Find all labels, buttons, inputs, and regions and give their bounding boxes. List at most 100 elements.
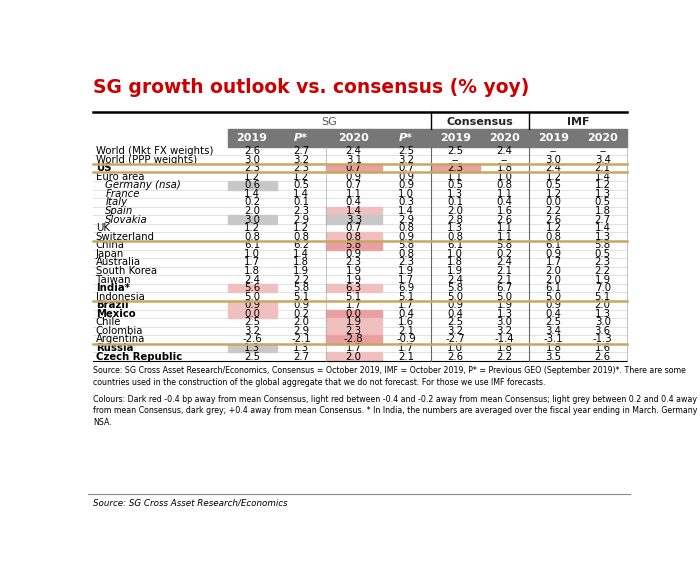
- Text: 2.6: 2.6: [545, 215, 561, 224]
- Text: 2020: 2020: [489, 133, 520, 143]
- Text: 0.9: 0.9: [447, 300, 463, 310]
- Text: 1.9: 1.9: [496, 300, 512, 310]
- Text: 1.3: 1.3: [447, 189, 463, 199]
- Text: -1.3: -1.3: [593, 335, 612, 344]
- Text: 2.6: 2.6: [244, 146, 260, 156]
- Text: 5.8: 5.8: [346, 240, 362, 250]
- Text: 2.0: 2.0: [545, 266, 561, 276]
- Text: 3.5: 3.5: [545, 352, 561, 361]
- Text: 0.9: 0.9: [346, 249, 362, 259]
- Text: NSA.: NSA.: [93, 417, 112, 427]
- Text: 5.8: 5.8: [293, 283, 309, 293]
- Text: 1.9: 1.9: [398, 266, 414, 276]
- Text: 0.1: 0.1: [447, 198, 463, 207]
- Text: 5.0: 5.0: [447, 292, 463, 301]
- Text: 1.4: 1.4: [293, 249, 309, 259]
- Text: 1.7: 1.7: [398, 275, 414, 284]
- Text: Japan: Japan: [96, 249, 124, 259]
- Text: 2.6: 2.6: [447, 352, 463, 361]
- Text: 0.9: 0.9: [398, 232, 414, 242]
- Text: 1.4: 1.4: [398, 206, 414, 216]
- Text: 1.9: 1.9: [293, 266, 309, 276]
- Text: 0.5: 0.5: [595, 249, 611, 259]
- Text: 1.7: 1.7: [346, 343, 362, 353]
- Text: Source: SG Cross Asset Research/Economics, Consensus = October 2019, IMF = Octob: Source: SG Cross Asset Research/Economic…: [93, 366, 686, 375]
- Text: 2.3: 2.3: [398, 258, 414, 267]
- Text: Euro area: Euro area: [96, 172, 144, 182]
- Text: France: France: [106, 189, 140, 199]
- Text: 2.5: 2.5: [545, 317, 561, 327]
- Text: 0.2: 0.2: [293, 309, 309, 319]
- Text: 1.9: 1.9: [346, 317, 362, 327]
- Text: 3.2: 3.2: [496, 326, 512, 336]
- Text: 1.6: 1.6: [595, 343, 611, 353]
- Bar: [326, 215, 382, 224]
- Text: Colours: Dark red -0.4 bp away from mean Consensus, light red between -0.4 and -: Colours: Dark red -0.4 bp away from mean…: [93, 395, 697, 404]
- Text: 7.0: 7.0: [595, 283, 611, 293]
- Text: 1.7: 1.7: [545, 258, 561, 267]
- Text: 2.3: 2.3: [346, 258, 362, 267]
- Text: -2.8: -2.8: [344, 335, 363, 344]
- Text: Spain: Spain: [106, 206, 134, 216]
- Text: 2.3: 2.3: [293, 206, 309, 216]
- Text: 0.4: 0.4: [398, 309, 414, 319]
- Text: 2.1: 2.1: [595, 163, 610, 173]
- Text: World (Mkt FX weights): World (Mkt FX weights): [96, 146, 213, 156]
- Text: 2.6: 2.6: [496, 215, 512, 224]
- Text: 0.9: 0.9: [545, 300, 561, 310]
- Text: 3.0: 3.0: [244, 155, 260, 164]
- Text: 3.2: 3.2: [244, 326, 260, 336]
- Text: 0.2: 0.2: [244, 198, 260, 207]
- Text: Brazil: Brazil: [96, 300, 128, 310]
- Text: 2.4: 2.4: [496, 258, 512, 267]
- Text: 1.2: 1.2: [244, 172, 260, 182]
- Text: 2.2: 2.2: [496, 352, 512, 361]
- Text: 0.7: 0.7: [346, 180, 362, 190]
- Text: -1.4: -1.4: [495, 335, 514, 344]
- Bar: [326, 284, 382, 292]
- Text: 0.5: 0.5: [447, 180, 463, 190]
- Text: World (PPP weights): World (PPP weights): [96, 155, 197, 164]
- Text: 0.4: 0.4: [496, 198, 512, 207]
- Text: 0.8: 0.8: [545, 232, 561, 242]
- Text: 0.9: 0.9: [244, 300, 260, 310]
- Bar: [578, 129, 627, 147]
- Bar: [326, 207, 382, 215]
- Text: 6.1: 6.1: [545, 240, 561, 250]
- Bar: [326, 352, 382, 361]
- Text: 6.3: 6.3: [346, 283, 362, 293]
- Text: Mexico: Mexico: [96, 309, 135, 319]
- Bar: [326, 327, 382, 335]
- Text: 2.7: 2.7: [293, 352, 309, 361]
- Bar: [326, 232, 382, 241]
- Text: 0.9: 0.9: [346, 172, 362, 182]
- Text: 5.8: 5.8: [398, 240, 414, 250]
- Text: P*: P*: [399, 133, 413, 143]
- Text: 6.7: 6.7: [496, 283, 512, 293]
- Text: -2.1: -2.1: [291, 335, 311, 344]
- Text: 1.8: 1.8: [496, 163, 512, 173]
- Text: 6.1: 6.1: [244, 240, 260, 250]
- Text: 0.9: 0.9: [398, 172, 414, 182]
- Text: 2.0: 2.0: [293, 317, 309, 327]
- Text: 1.9: 1.9: [346, 275, 362, 284]
- Text: Indonesia: Indonesia: [96, 292, 144, 301]
- Text: 3.6: 3.6: [595, 326, 611, 336]
- Text: 2.0: 2.0: [447, 206, 463, 216]
- Text: 2.0: 2.0: [545, 275, 561, 284]
- Bar: [326, 164, 382, 172]
- Bar: [228, 309, 276, 318]
- Text: Russia: Russia: [96, 343, 133, 353]
- Text: 1.4: 1.4: [293, 189, 309, 199]
- Text: 2.1: 2.1: [398, 352, 414, 361]
- Text: 2019: 2019: [440, 133, 471, 143]
- Text: Chile: Chile: [96, 317, 121, 327]
- Text: 1.4: 1.4: [595, 223, 610, 233]
- Text: Italy: Italy: [106, 198, 127, 207]
- Text: 1.6: 1.6: [496, 206, 512, 216]
- Text: 2.4: 2.4: [447, 275, 463, 284]
- Text: 0.8: 0.8: [398, 249, 414, 259]
- Text: 2.1: 2.1: [496, 275, 512, 284]
- Text: 1.7: 1.7: [244, 258, 260, 267]
- Text: 2.3: 2.3: [293, 163, 309, 173]
